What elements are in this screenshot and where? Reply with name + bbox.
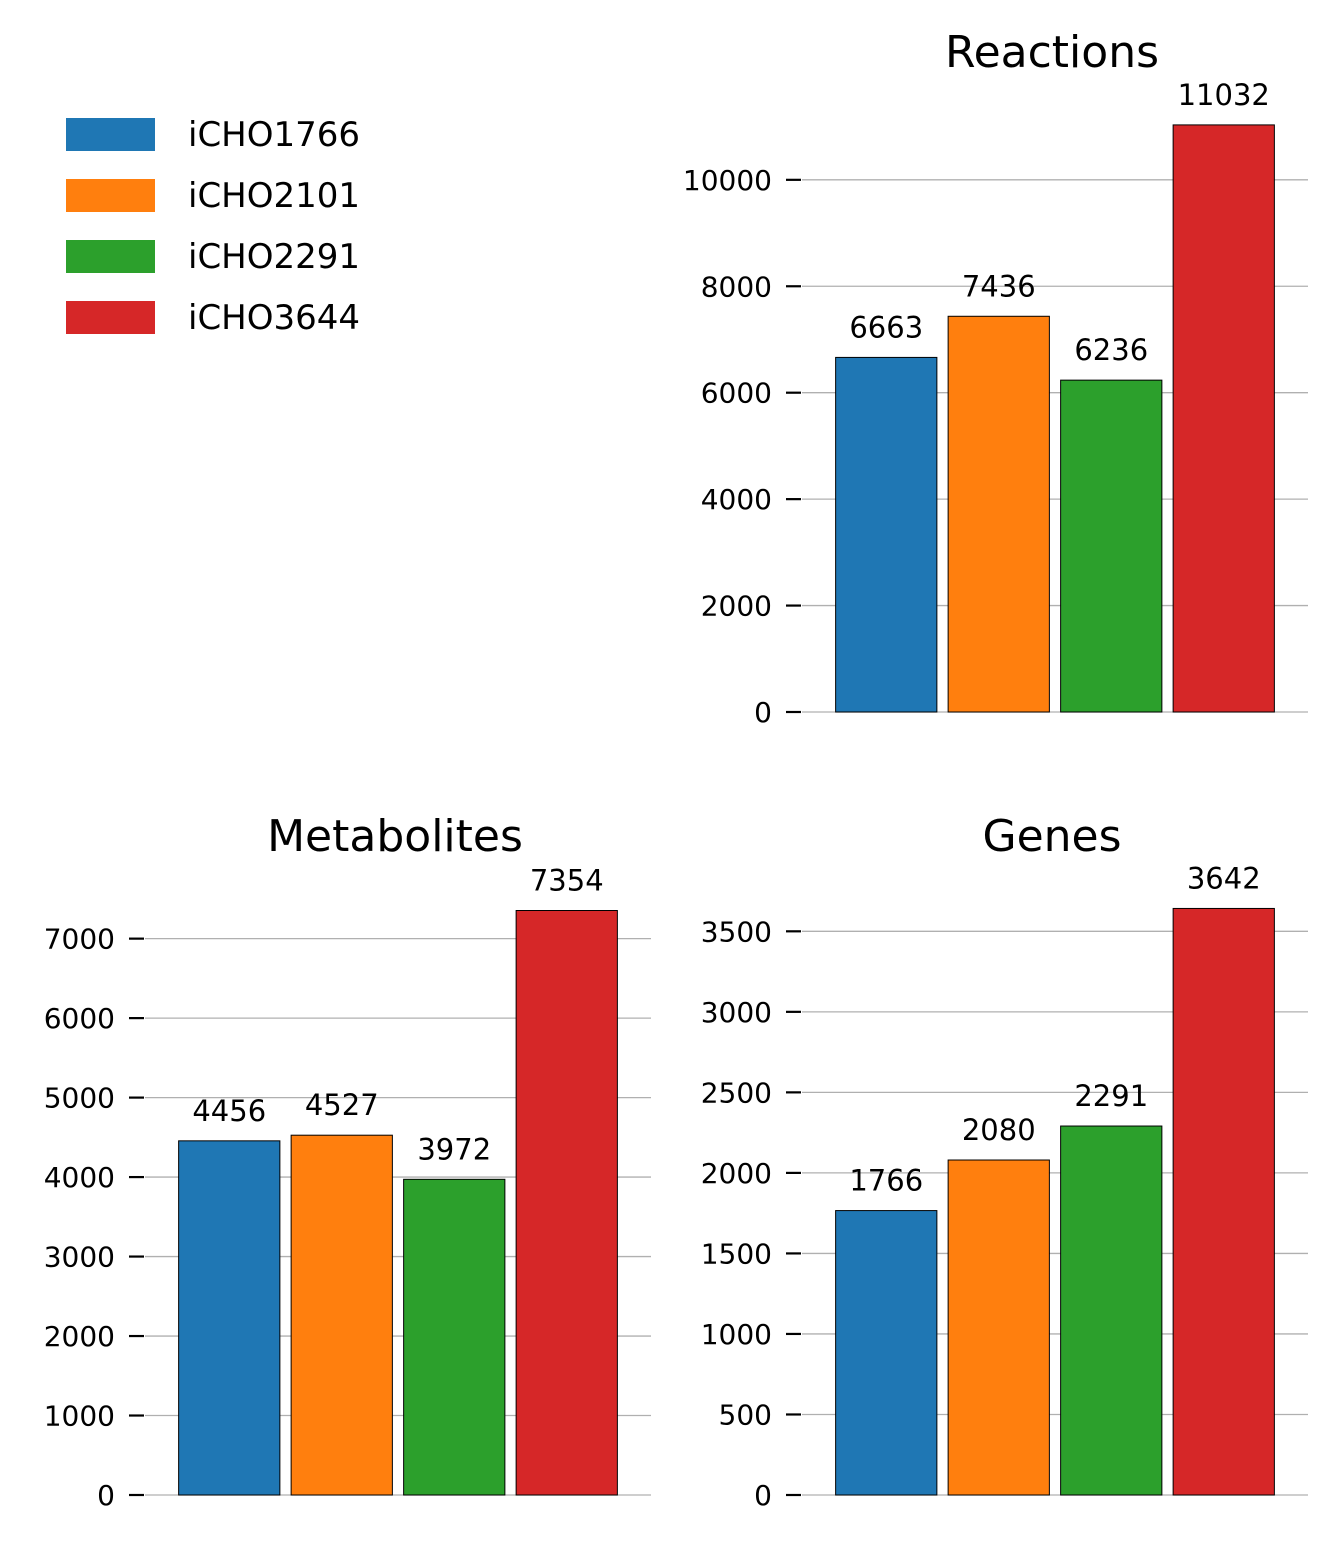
legend-item: iCHO1766: [66, 104, 360, 165]
data-label: 4456: [192, 1094, 266, 1128]
y-tick-label: 1500: [701, 1237, 772, 1270]
data-label: 6663: [849, 310, 923, 344]
legend-swatch: [66, 240, 155, 273]
data-label: 7436: [962, 269, 1036, 303]
chart-title: Genes: [982, 811, 1121, 862]
legend-label: iCHO2101: [188, 175, 361, 216]
y-tick-label: 0: [754, 696, 772, 729]
chart-title: Metabolites: [267, 811, 523, 862]
bar-icho3644: [1172, 907, 1275, 1496]
bar-icho2101: [290, 1134, 393, 1496]
bar-icho2101: [947, 1159, 1050, 1496]
y-tick-label: 7000: [44, 923, 115, 956]
data-label: 4527: [305, 1088, 379, 1122]
y-tick-label: 0: [97, 1479, 115, 1512]
legend-swatch: [66, 179, 155, 212]
bar-icho3644: [515, 910, 618, 1496]
data-label: 6236: [1074, 333, 1148, 367]
y-tick-label: 6000: [44, 1002, 115, 1035]
data-label: 3642: [1187, 861, 1261, 895]
y-tick-label: 3500: [701, 915, 772, 948]
legend-item: iCHO3644: [66, 287, 360, 348]
chart-panel-genes: 0 500 1000 1500 2000 2500 3000 3500 1766 2080 2291…: [701, 811, 1308, 1512]
legend-label: iCHO1766: [188, 114, 361, 155]
chart-title: Reactions: [945, 27, 1159, 78]
y-tick-label: 1000: [44, 1400, 115, 1433]
legend-swatch: [66, 118, 155, 151]
bar-icho3644: [1172, 124, 1275, 713]
y-tick-label: 500: [719, 1398, 772, 1431]
bar-icho1766: [835, 356, 938, 713]
y-tick-label: 8000: [701, 270, 772, 303]
y-tick-label: 2000: [701, 1157, 772, 1190]
bar-icho2291: [1060, 1125, 1163, 1496]
y-tick-label: 4000: [701, 483, 772, 516]
y-tick-label: 1000: [701, 1318, 772, 1351]
legend-item: iCHO2101: [66, 165, 360, 226]
data-label: 11032: [1178, 78, 1270, 112]
y-tick-label: 5000: [44, 1082, 115, 1115]
y-tick-label: 2000: [701, 590, 772, 623]
y-tick-label: 3000: [701, 996, 772, 1029]
bar-icho1766: [178, 1140, 281, 1496]
bar-icho1766: [835, 1210, 938, 1496]
chart-panel-metabolites: 0 1000 2000 3000 4000 5000 6000 7000 4456 4527 397…: [44, 811, 651, 1512]
data-label: 1766: [849, 1164, 923, 1198]
legend-swatch: [66, 301, 155, 334]
y-tick-label: 4000: [44, 1161, 115, 1194]
legend-item: iCHO2291: [66, 226, 360, 287]
y-tick-label: 3000: [44, 1241, 115, 1274]
y-tick-label: 10000: [683, 164, 772, 197]
y-tick-label: 2500: [701, 1076, 772, 1109]
y-tick-label: 2000: [44, 1320, 115, 1353]
bar-icho2101: [947, 315, 1050, 713]
data-label: 7354: [530, 864, 604, 898]
data-label: 2291: [1074, 1079, 1148, 1113]
legend-label: iCHO3644: [188, 297, 361, 338]
legend: iCHO1766 iCHO2101 iCHO2291 iCHO3644: [66, 104, 360, 348]
bar-icho2291: [1060, 379, 1163, 713]
y-tick-label: 6000: [701, 377, 772, 410]
data-label: 2080: [962, 1113, 1036, 1147]
y-tick-label: 0: [754, 1479, 772, 1512]
chart-panel-reactions: 0 2000 4000 6000 8000 10000 6663 7436 6236 11032 R…: [683, 27, 1308, 729]
data-label: 3972: [417, 1132, 491, 1166]
bar-icho2291: [403, 1178, 506, 1496]
legend-label: iCHO2291: [188, 236, 361, 277]
